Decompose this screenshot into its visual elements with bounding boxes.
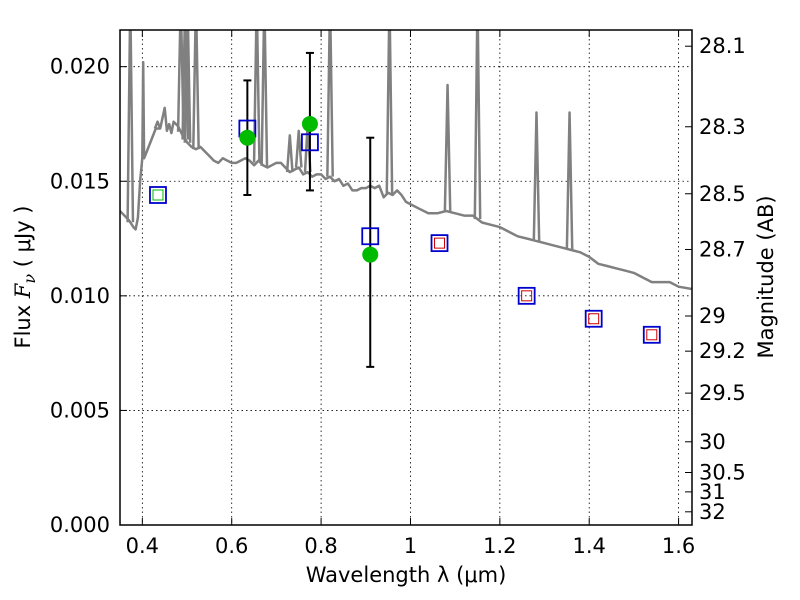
emission-line-peak (565, 111, 574, 250)
observed-photometry-point (239, 129, 256, 146)
y-axis-label-part: ( μJy ) (11, 205, 35, 273)
x-tick-label: 1.6 (662, 534, 695, 558)
plot-frame (119, 29, 693, 526)
x-tick-label: 1.2 (483, 534, 516, 558)
mag-tick-label: 28.7 (699, 237, 746, 261)
y-tick-label: 0.015 (50, 169, 110, 193)
emission-line-peak (153, 120, 162, 129)
emission-line-peak (126, 30, 135, 223)
predicted-photometry-square (588, 313, 600, 325)
model-photometry-square (642, 325, 661, 344)
x-tick-label: 1 (404, 534, 417, 558)
y-axis-label: Flux Fν ( μJy ) (11, 205, 39, 348)
observed-photometry-point (301, 115, 318, 132)
y-axis-label-part: F (11, 282, 35, 299)
predicted-photometry-square (152, 189, 164, 201)
y-tick-label: 0.005 (50, 398, 110, 422)
emission-line-peak (294, 129, 303, 168)
emission-line-peak (473, 30, 482, 220)
observed-photometry-point (362, 246, 379, 263)
mag-tick-label: 30 (699, 430, 726, 454)
model-photometry-square (361, 227, 380, 246)
mag-tick-label: 29.2 (699, 339, 746, 363)
mag-tick-label: 29.5 (699, 381, 746, 405)
model-spectrum-line (120, 60, 692, 291)
mag-tick-label: 30.5 (699, 461, 746, 485)
mag-tick-label: 29 (699, 304, 726, 328)
y-axis-label-part: ν (20, 274, 39, 284)
model-photometry-square (430, 234, 449, 253)
emission-line-peak (192, 30, 200, 150)
mag-tick-label: 32 (699, 500, 726, 524)
model-photometry-square (517, 286, 536, 305)
emission-line-peak (181, 30, 190, 140)
predicted-photometry-square (646, 329, 658, 341)
x-tick-label: 0.6 (215, 534, 248, 558)
y-tick-label: 0.020 (50, 55, 110, 79)
predicted-photometry-square (434, 237, 446, 249)
plot-area (120, 30, 692, 368)
emission-line-peak (285, 134, 294, 173)
emission-line-peak (183, 30, 192, 143)
y-tick-label: 0.010 (50, 284, 110, 308)
x-tick-label: 1.4 (573, 534, 606, 558)
emission-line-peak (326, 30, 334, 177)
mag-tick-label: 31 (699, 480, 726, 504)
x-tick-label: 0.4 (126, 534, 159, 558)
y-tick-label: 0.000 (50, 513, 110, 537)
emission-line-peak (385, 30, 394, 194)
emission-line-peak (532, 111, 541, 242)
right-axis-label: Magnitude (AB) (754, 195, 778, 358)
model-photometry-square (149, 186, 167, 204)
predicted-photometry-square (521, 290, 533, 302)
x-tick-label: 0.8 (304, 534, 337, 558)
emission-line-peak (443, 83, 452, 212)
model-photometry-square (301, 133, 319, 152)
emission-line-peak (260, 30, 269, 166)
grid-lines (120, 30, 692, 525)
mag-tick-label: 28.1 (699, 34, 746, 58)
model-photometry-square (584, 309, 603, 328)
y-axis-label-part: Flux (11, 298, 35, 348)
mag-tick-label: 28.5 (699, 182, 746, 206)
axis-ticks: 0.4 0.6 0.8 1 1.2 1.4 1.6 0.000 0.005 0.010 0.015 0… (50, 30, 746, 558)
x-axis-label: Wavelength λ (μm) (306, 563, 507, 587)
emission-line-peak (252, 30, 261, 163)
mag-tick-label: 28.3 (699, 115, 746, 139)
